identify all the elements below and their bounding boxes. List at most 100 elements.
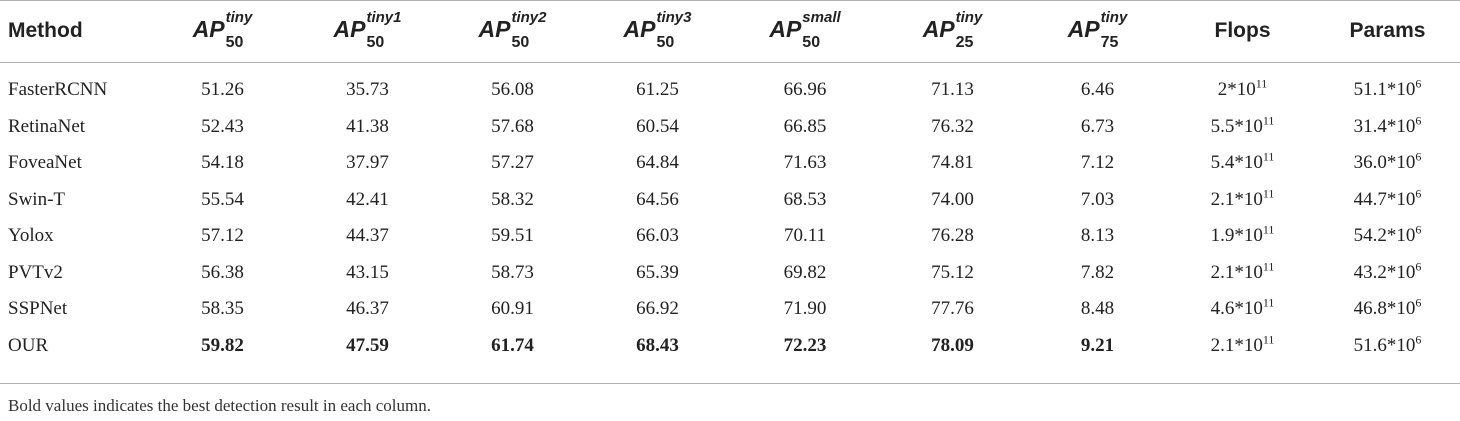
header-ap-scripts: tiny2 50	[511, 10, 546, 51]
header-ap-superscript: tiny1	[366, 8, 402, 26]
header-ap-tiny-75: AP tiny 75	[1025, 0, 1170, 62]
cell-value: 77.76	[931, 298, 974, 320]
header-row: Method AP tiny 50 AP tiny1 50 AP tiny2 50 AP tiny3…	[0, 0, 1460, 62]
cell-method: FoveaNet	[8, 152, 82, 174]
cell-value: 71.13	[931, 79, 974, 101]
cell-flops: 5.5*1011	[1170, 109, 1315, 146]
flops-exponent: 11	[1262, 259, 1275, 274]
cell-value: 72.23	[783, 334, 827, 356]
header-ap-subscript: 50	[802, 33, 821, 51]
cell-flops: 1.9*1011	[1170, 218, 1315, 255]
params-mantissa: 51.1*10	[1353, 79, 1416, 101]
table-bottom-rule	[0, 383, 1460, 384]
cell-params: 54.2*106	[1315, 218, 1460, 255]
header-ap-superscript: tiny2	[511, 8, 547, 26]
cell-value: 9.21	[1080, 334, 1115, 356]
params-exponent: 6	[1415, 186, 1422, 201]
header-ap-subscript: 25	[955, 33, 974, 51]
header-method: Method	[8, 19, 83, 42]
cell-value: 54.18	[201, 152, 244, 174]
cell-value: 6.46	[1080, 79, 1115, 101]
header-params: Params	[1349, 19, 1426, 42]
header-ap-scripts: tiny 75	[1101, 10, 1128, 51]
cell-value: 47.59	[346, 334, 389, 356]
table-row: SSPNet 58.35 46.37 60.91 66.92 71.90 77.76 8.48…	[0, 291, 1460, 328]
params-exponent: 6	[1415, 222, 1422, 237]
header-ap-superscript: tiny	[1100, 8, 1128, 26]
cell-value: 65.39	[636, 261, 679, 283]
cell-value: 78.09	[931, 334, 974, 356]
cell-value: 58.32	[491, 188, 534, 210]
cell-value: 68.53	[783, 188, 827, 210]
flops-mantissa: 2.1*10	[1210, 188, 1263, 210]
header-ap-base: AP	[623, 15, 656, 42]
flops-exponent: 11	[1262, 222, 1275, 237]
cell-value: 56.08	[491, 79, 534, 101]
cell-params: 36.0*106	[1315, 145, 1460, 182]
cell-value: 46.37	[346, 298, 389, 320]
cell-value: 71.90	[783, 298, 827, 320]
header-ap-tiny2-50: AP tiny2 50	[440, 0, 585, 62]
params-exponent: 6	[1415, 113, 1422, 128]
flops-mantissa: 2*10	[1217, 79, 1256, 101]
cell-value: 35.73	[346, 79, 389, 101]
flops-mantissa: 5.5*10	[1210, 115, 1263, 137]
params-mantissa: 44.7*10	[1353, 188, 1416, 210]
cell-value: 64.56	[636, 188, 679, 210]
table-top-rule	[0, 0, 1460, 1]
table-row: FoveaNet 54.18 37.97 57.27 64.84 71.63 74.81 7.…	[0, 145, 1460, 182]
params-exponent: 6	[1415, 149, 1422, 164]
header-ap-base: AP	[478, 15, 511, 42]
table-row: PVTv2 56.38 43.15 58.73 65.39 69.82 75.12 7.82 2…	[0, 255, 1460, 292]
cell-value: 66.03	[636, 225, 679, 247]
header-ap-tiny3-50: AP tiny3 50	[585, 0, 730, 62]
header-ap-scripts: tiny 25	[956, 10, 983, 51]
cell-value: 42.41	[346, 188, 389, 210]
flops-mantissa: 2.1*10	[1210, 261, 1263, 283]
cell-flops: 5.4*1011	[1170, 145, 1315, 182]
params-mantissa: 43.2*10	[1353, 261, 1416, 283]
cell-params: 46.8*106	[1315, 291, 1460, 328]
cell-value: 76.32	[931, 115, 974, 137]
cell-flops: 2.1*1011	[1170, 328, 1315, 365]
params-exponent: 6	[1415, 76, 1422, 91]
header-ap-scripts: tiny3 50	[656, 10, 691, 51]
header-ap-base: AP	[922, 15, 955, 42]
header-ap-base: AP	[192, 15, 225, 42]
flops-exponent: 11	[1262, 295, 1275, 310]
params-mantissa: 51.6*10	[1353, 334, 1416, 356]
cell-value: 60.54	[636, 115, 679, 137]
header-ap-tiny1-50: AP tiny1 50	[295, 0, 440, 62]
results-table: Method AP tiny 50 AP tiny1 50 AP tiny2 50 AP tiny3…	[0, 0, 1460, 364]
header-rule	[0, 62, 1460, 63]
cell-value: 6.73	[1080, 115, 1115, 137]
params-mantissa: 31.4*10	[1353, 115, 1416, 137]
cell-method: FasterRCNN	[8, 79, 108, 101]
cell-params: 43.2*106	[1315, 255, 1460, 292]
cell-method: Yolox	[8, 225, 54, 247]
flops-exponent: 11	[1262, 186, 1275, 201]
table-body: FasterRCNN 51.26 35.73 56.08 61.25 66.96 71.13…	[0, 62, 1460, 364]
header-ap-scripts: tiny 50	[226, 10, 253, 51]
cell-flops: 4.6*1011	[1170, 291, 1315, 328]
cell-value: 68.43	[636, 334, 679, 356]
header-flops: Flops	[1214, 19, 1271, 42]
cell-value: 58.73	[491, 261, 534, 283]
cell-value: 61.74	[491, 334, 534, 356]
flops-exponent: 11	[1255, 76, 1268, 91]
cell-method: PVTv2	[8, 261, 63, 283]
cell-method: SSPNet	[8, 298, 68, 320]
cell-value: 52.43	[201, 115, 244, 137]
cell-value: 59.51	[491, 225, 534, 247]
params-mantissa: 46.8*10	[1353, 298, 1416, 320]
header-ap-base: AP	[333, 15, 366, 42]
cell-value: 37.97	[346, 152, 389, 174]
header-ap-base: AP	[769, 15, 802, 42]
header-ap-superscript: tiny3	[656, 8, 692, 26]
cell-value: 56.38	[201, 261, 244, 283]
table-row: Swin-T 55.54 42.41 58.32 64.56 68.53 74.00 7.03…	[0, 182, 1460, 219]
flops-exponent: 11	[1262, 149, 1275, 164]
flops-exponent: 11	[1262, 113, 1275, 128]
cell-flops: 2.1*1011	[1170, 255, 1315, 292]
header-ap-tiny-50: AP tiny 50	[150, 0, 295, 62]
